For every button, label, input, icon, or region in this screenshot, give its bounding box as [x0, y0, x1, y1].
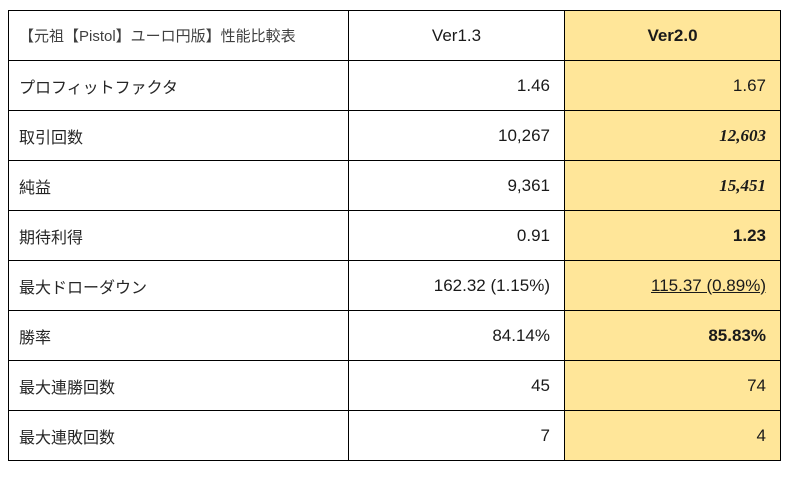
metric-label: 勝率: [8, 310, 349, 361]
page: 【元祖【Pistol】ユーロ円版】性能比較表 Ver1.3 Ver2.0 プロフ…: [8, 10, 781, 461]
ver20-value: 115.37 (0.89%): [564, 260, 781, 311]
ver20-value: 15,451: [564, 160, 781, 211]
comparison-table: 【元祖【Pistol】ユーロ円版】性能比較表 Ver1.3 Ver2.0 プロフ…: [8, 10, 781, 461]
metric-label: 最大ドローダウン: [8, 260, 349, 311]
col-header-ver13: Ver1.3: [348, 10, 565, 61]
ver20-value: 1.23: [564, 210, 781, 261]
table-row: 最大ドローダウン 162.32 (1.15%) 115.37 (0.89%): [8, 260, 781, 311]
ver13-value: 10,267: [348, 110, 565, 161]
ver20-value: 12,603: [564, 110, 781, 161]
table-row: 純益 9,361 15,451: [8, 160, 781, 211]
metric-label: 取引回数: [8, 110, 349, 161]
table-row: 最大連勝回数 45 74: [8, 360, 781, 411]
ver20-value: 74: [564, 360, 781, 411]
ver13-value: 45: [348, 360, 565, 411]
metric-label: プロフィットファクタ: [8, 60, 349, 111]
header-row: 【元祖【Pistol】ユーロ円版】性能比較表 Ver1.3 Ver2.0: [8, 10, 781, 61]
metric-label: 最大連敗回数: [8, 410, 349, 461]
ver20-value: 4: [564, 410, 781, 461]
ver13-value: 7: [348, 410, 565, 461]
ver13-value: 0.91: [348, 210, 565, 261]
ver20-value: 85.83%: [564, 310, 781, 361]
table-row: 取引回数 10,267 12,603: [8, 110, 781, 161]
col-header-ver20: Ver2.0: [564, 10, 781, 61]
metric-label: 期待利得: [8, 210, 349, 261]
table-row: 期待利得 0.91 1.23: [8, 210, 781, 261]
table-row: プロフィットファクタ 1.46 1.67: [8, 60, 781, 111]
metric-label: 純益: [8, 160, 349, 211]
ver13-value: 1.46: [348, 60, 565, 111]
table-row: 勝率 84.14% 85.83%: [8, 310, 781, 361]
ver13-value: 84.14%: [348, 310, 565, 361]
table-row: 最大連敗回数 7 4: [8, 410, 781, 461]
table-title: 【元祖【Pistol】ユーロ円版】性能比較表: [8, 10, 349, 61]
ver13-value: 162.32 (1.15%): [348, 260, 565, 311]
ver20-value: 1.67: [564, 60, 781, 111]
metric-label: 最大連勝回数: [8, 360, 349, 411]
ver13-value: 9,361: [348, 160, 565, 211]
